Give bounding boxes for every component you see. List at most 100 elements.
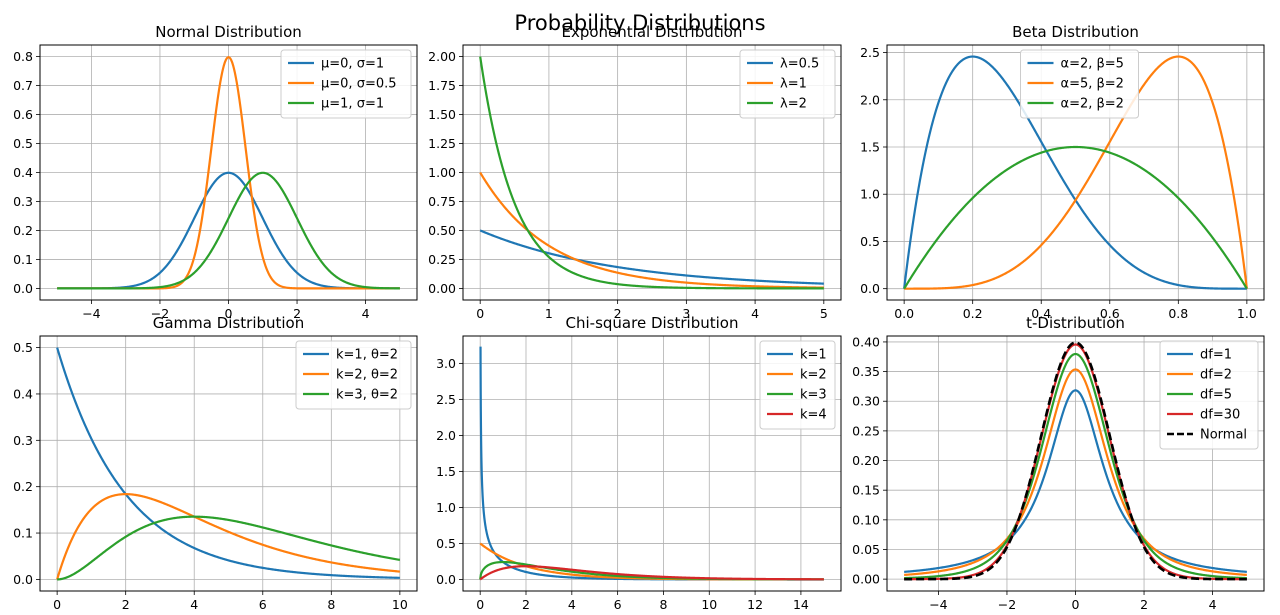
panel-title: Gamma Distribution: [153, 314, 305, 332]
y-tick-label: 0.1: [13, 526, 33, 541]
series-line-3: [56, 171, 401, 290]
legend: λ=0.5 λ=1 λ=2: [739, 49, 836, 119]
legend-label: k=1, θ=2: [336, 348, 398, 363]
x-tick-label: 0: [225, 306, 233, 321]
x-tick-label: 14: [793, 597, 809, 612]
legend-label: k=3: [800, 388, 827, 403]
y-tick-label: 0.2: [13, 223, 33, 238]
x-tick-label: −2: [151, 306, 169, 321]
legend-label: λ=2: [780, 97, 807, 112]
series-line-3: [903, 145, 1248, 290]
y-tick-label: 2.00: [428, 49, 456, 64]
y-tick-label: 2.5: [860, 45, 880, 60]
axes-frame: [462, 335, 842, 592]
x-tick-label: 2: [122, 597, 130, 612]
x-tick-label: 2: [522, 597, 530, 612]
y-tick-label: 0.15: [852, 483, 880, 498]
y-tick-label: 0.5: [13, 340, 33, 355]
legend-label: α=2, β=2: [1061, 97, 1124, 112]
series-line-2: [903, 368, 1248, 577]
y-tick-label: 2.0: [860, 92, 880, 107]
panel-6: −4 −2 0 2 4 0.00 0.05 0.10 0.15 0.20 0.25 0.30 0.35 0…: [852, 314, 1265, 612]
y-tick-label: 0.2: [13, 479, 33, 494]
legend-label: df=30: [1200, 408, 1240, 423]
axes-frame: [886, 44, 1265, 301]
x-tick-label: 4: [751, 306, 759, 321]
legend-label: k=4: [800, 408, 827, 423]
x-tick-label: 4: [1209, 597, 1217, 612]
x-tick-label: −4: [82, 306, 100, 321]
y-tick-label: 0.0: [436, 572, 456, 587]
legend-label: k=3, θ=2: [336, 388, 398, 403]
series-line-3: [56, 515, 401, 581]
legend-box: [739, 49, 836, 119]
y-tick-label: 0.20: [852, 453, 880, 468]
legend-label: λ=0.5: [780, 57, 819, 72]
x-tick-label: −2: [998, 597, 1016, 612]
y-tick-label: 1.00: [428, 165, 456, 180]
series-line-1: [479, 229, 825, 285]
y-tick-label: 0.3: [13, 194, 33, 209]
x-tick-label: −4: [929, 597, 947, 612]
legend: α=2, β=5 α=5, β=2 α=2, β=2: [1020, 49, 1139, 119]
series-line-4: [903, 343, 1248, 581]
y-tick-label: 0.3: [13, 433, 33, 448]
x-tick-label: 12: [747, 597, 763, 612]
x-tick-label: 1.0: [1237, 306, 1257, 321]
x-tick-label: 8: [659, 597, 667, 612]
x-tick-label: 10: [701, 597, 717, 612]
x-tick-label: 0: [53, 597, 61, 612]
y-tick-label: 2.0: [436, 428, 456, 443]
y-tick-label: 1.5: [860, 140, 880, 155]
y-tick-label: 0.7: [13, 78, 33, 93]
y-tick-label: 0.00: [428, 281, 456, 296]
y-tick-label: 0.5: [13, 136, 33, 151]
legend-label: k=2: [800, 368, 827, 383]
x-tick-label: 5: [820, 306, 828, 321]
y-tick-label: 1.50: [428, 107, 456, 122]
x-tick-label: 3: [682, 306, 690, 321]
x-tick-label: 4: [190, 597, 198, 612]
series-line-3: [903, 352, 1248, 580]
y-tick-label: 0.40: [852, 334, 880, 349]
legend: k=1 k=2 k=3 k=4: [759, 340, 836, 430]
y-tick-label: 0.05: [852, 542, 880, 557]
x-tick-label: 0.4: [1031, 306, 1051, 321]
legend-label: df=2: [1200, 368, 1232, 383]
y-tick-label: 1.25: [428, 136, 456, 151]
legend-label: df=5: [1200, 388, 1232, 403]
y-tick-label: 0.8: [13, 49, 33, 64]
y-tick-label: 0.6: [13, 107, 33, 122]
x-tick-label: 0: [476, 306, 484, 321]
legend-label: μ=0, σ=0.5: [321, 77, 397, 92]
legend-box: [1020, 49, 1139, 119]
panel-title: t-Distribution: [1026, 314, 1125, 332]
legend-label: μ=1, σ=1: [321, 97, 384, 112]
y-tick-label: 1.0: [860, 187, 880, 202]
series-line-3: [479, 56, 825, 290]
legend-box: [1159, 340, 1259, 450]
legend-label: α=5, β=2: [1061, 77, 1124, 92]
panel-1: −4 −2 0 2 4 0.0 0.1 0.2 0.3 0.4 0.5 0.6 0.7 0.8 Normal…: [13, 23, 418, 321]
panel-title: Exponential Distribution: [562, 23, 743, 41]
x-tick-label: 6: [259, 597, 267, 612]
y-tick-label: 0.5: [436, 536, 456, 551]
legend-box: [295, 340, 412, 410]
panel-title: Beta Distribution: [1012, 23, 1139, 41]
x-tick-label: 0.8: [1168, 306, 1188, 321]
series-line-1: [56, 347, 401, 579]
y-tick-label: 0.1: [13, 252, 33, 267]
curves: [56, 56, 401, 290]
curves: [903, 341, 1248, 581]
legend-label: k=1: [800, 348, 827, 363]
x-tick-label: 0.6: [1100, 306, 1120, 321]
legend-box: [759, 340, 836, 430]
y-tick-label: 0.4: [13, 165, 33, 180]
y-tick-label: 2.5: [436, 392, 456, 407]
figure-title: Probability Distributions: [514, 11, 765, 35]
axes-frame: [39, 335, 418, 592]
panel-2: 0 1 2 3 4 5 0.00 0.25 0.50 0.75 1.00 1.25 1.50 1.75 2.…: [428, 23, 842, 321]
x-tick-label: 2: [614, 306, 622, 321]
legend-label: μ=0, σ=1: [321, 57, 384, 72]
